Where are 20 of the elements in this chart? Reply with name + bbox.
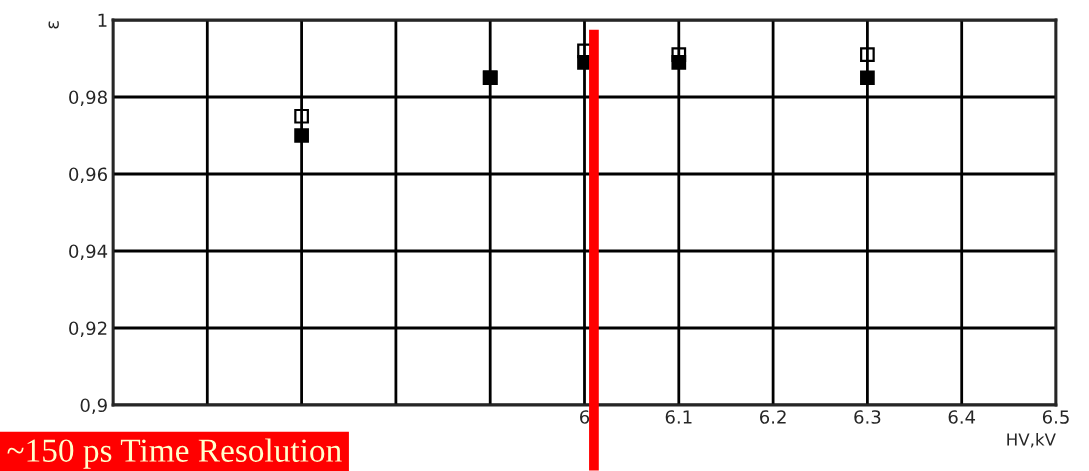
x-axis-title: HV,kV [1007, 432, 1056, 448]
x-tick-label: 6.4 [948, 410, 976, 424]
y-tick-label: 0,96 [69, 167, 107, 183]
y-tick-label: 1 [98, 13, 107, 27]
y-axis-title: ε [48, 21, 59, 29]
x-tick-label: 6 [580, 410, 590, 424]
y-tick-label: 0,98 [69, 90, 107, 106]
x-tick-label: 6.1 [665, 410, 692, 424]
point [671, 54, 687, 70]
y-tick-label: 0,94 [69, 244, 108, 260]
point [294, 108, 309, 124]
x-tick-label: 6.2 [760, 410, 786, 424]
point [294, 128, 309, 143]
x-tick-label: 6.5 [1042, 410, 1069, 424]
point [860, 47, 875, 63]
y-tick-label: 0,9 [80, 398, 107, 414]
x-tick-label: 6.3 [854, 410, 881, 424]
y-tick-label: 0,92 [69, 321, 107, 337]
text: ~150 ps Time Resolution [7, 438, 342, 469]
point [860, 70, 875, 86]
